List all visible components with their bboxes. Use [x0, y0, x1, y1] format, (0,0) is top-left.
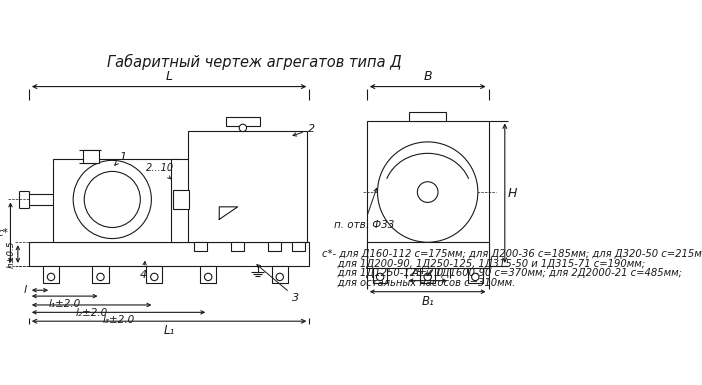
Bar [93, 266, 109, 283]
Bar [409, 112, 446, 121]
Text: 3: 3 [257, 264, 300, 303]
Circle shape [418, 182, 438, 203]
Circle shape [472, 273, 479, 281]
Bar [420, 268, 435, 283]
Bar [43, 266, 59, 283]
Text: B₁: B₁ [421, 295, 434, 308]
Circle shape [73, 161, 152, 239]
Circle shape [204, 273, 212, 281]
Text: B: B [423, 70, 432, 83]
Circle shape [424, 273, 432, 281]
Circle shape [239, 124, 246, 132]
Text: A±2.0: A±2.0 [411, 268, 444, 278]
Polygon shape [219, 207, 238, 219]
Bar [373, 268, 388, 283]
Circle shape [376, 273, 384, 281]
Bar [291, 242, 305, 251]
Bar [173, 190, 189, 209]
Text: п. отв. Ф33: п. отв. Ф33 [333, 188, 394, 230]
Text: с*: с* [0, 228, 9, 238]
Circle shape [97, 273, 104, 281]
Bar [367, 242, 489, 268]
Text: h±0.5: h±0.5 [6, 240, 15, 268]
Text: L₁: L₁ [164, 324, 175, 337]
Text: H: H [508, 187, 517, 200]
Text: l₃±2.0: l₃±2.0 [102, 315, 135, 325]
Text: l₁±2.0: l₁±2.0 [48, 299, 81, 309]
Text: L: L [166, 70, 173, 83]
Text: для остальных насосов с=310мм.: для остальных насосов с=310мм. [322, 278, 515, 288]
Bar [272, 266, 288, 283]
Text: 2: 2 [293, 124, 315, 136]
Bar [194, 242, 208, 251]
Circle shape [151, 273, 158, 281]
Text: для 1Д200-90, 1Д250-125, 1Д315-50 и 1Д315-71 с=190мм;: для 1Д200-90, 1Д250-125, 1Д315-50 и 1Д31… [322, 258, 645, 268]
Circle shape [47, 273, 55, 281]
Text: для 1Д1250-125 и 1Д1600-90 с=370мм; для 2Д2000-21 с=485мм;: для 1Д1250-125 и 1Д1600-90 с=370мм; для … [322, 268, 682, 278]
Bar [171, 159, 189, 242]
Text: 1: 1 [114, 152, 127, 165]
Bar [231, 242, 244, 251]
Text: 4: 4 [140, 261, 147, 280]
Text: l: l [24, 285, 27, 295]
Text: l₂±2.0: l₂±2.0 [76, 308, 107, 318]
Bar [268, 242, 282, 251]
Bar [53, 159, 179, 242]
Bar [83, 150, 99, 162]
Text: с*- для Д160-112 с=175мм; для Д200-36 с=185мм; для Д320-50 с=215мм;: с*- для Д160-112 с=175мм; для Д200-36 с=… [322, 249, 702, 259]
Bar [187, 131, 307, 242]
Bar [367, 121, 489, 266]
Bar [29, 242, 310, 266]
Bar [226, 117, 260, 126]
Circle shape [276, 273, 284, 281]
Text: Габаритный чертеж агрегатов типа Д: Габаритный чертеж агрегатов типа Д [107, 54, 402, 70]
Bar [200, 266, 216, 283]
Circle shape [378, 142, 478, 242]
Text: 2...10: 2...10 [146, 164, 174, 179]
Bar [468, 268, 483, 283]
Bar [146, 266, 162, 283]
